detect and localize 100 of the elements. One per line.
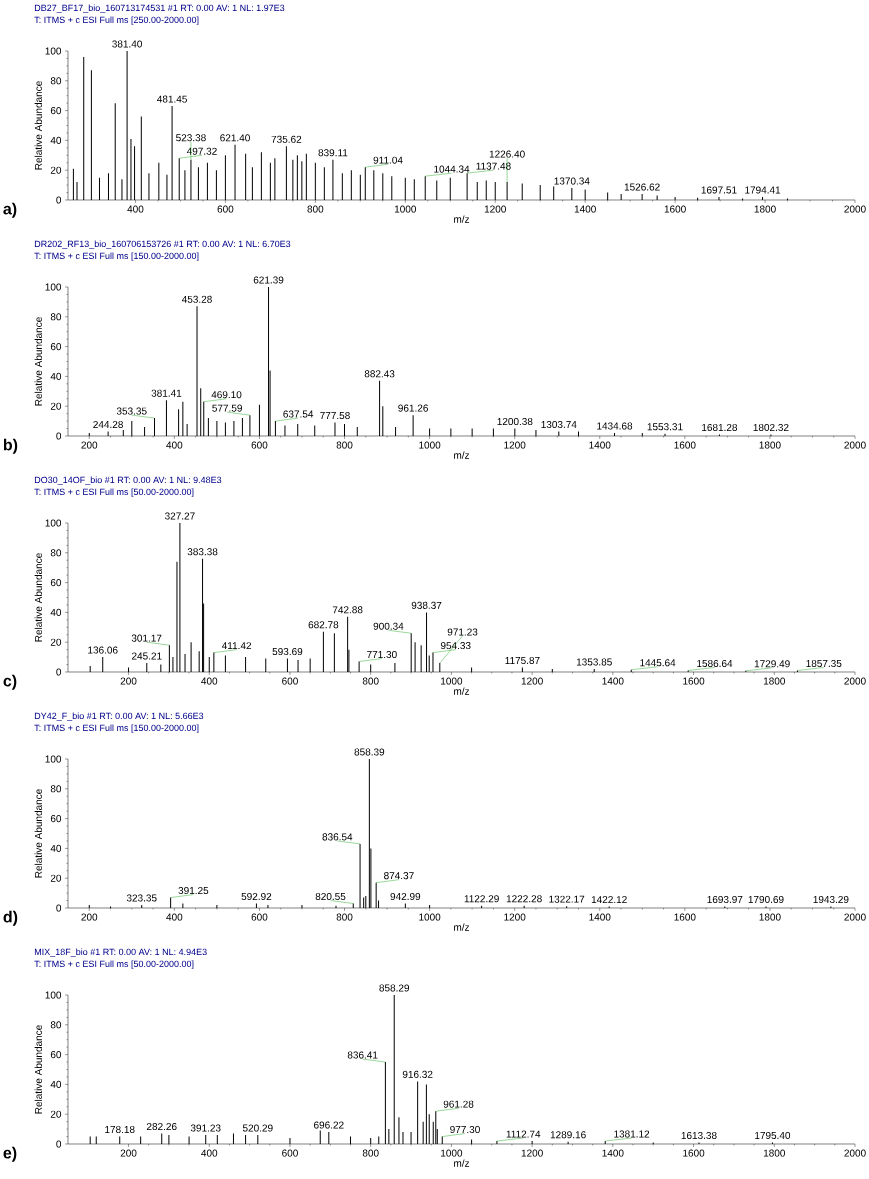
x-tick-label: 400: [166, 913, 183, 921]
y-axis-title: Relative Abundance: [34, 317, 42, 406]
x-tick-label: 1000: [440, 1149, 462, 1157]
annotation: 1226.40: [489, 150, 525, 158]
annotation: 977.30: [449, 1125, 480, 1134]
y-tick-label: 60: [50, 579, 61, 587]
annotation: 1943.29: [813, 895, 849, 903]
chart-subtitle: T: ITMS + c ESI Full ms [50.00-2000.00]: [34, 488, 194, 497]
x-tick-label: 400: [166, 441, 183, 449]
annotation: 882.43: [364, 370, 395, 378]
x-axis-title: m/z: [453, 1159, 469, 1167]
annotation: 391.23: [190, 1124, 221, 1132]
y-tick-label: 80: [50, 785, 61, 793]
annotation: 938.37: [411, 601, 442, 609]
x-tick-label: 400: [200, 677, 217, 685]
annotation: 391.25: [178, 886, 209, 895]
annotation: 245.21: [131, 652, 162, 660]
y-tick-label: 40: [50, 844, 61, 852]
chart-title: DO30_14OF_bio #1 RT: 0.00 AV: 1 NL: 9.48E3: [34, 476, 222, 485]
annotation: 1857.35: [806, 659, 842, 667]
annotation: 621.39: [253, 276, 284, 284]
y-axis-title: Relative Abundance: [34, 81, 42, 170]
annotation: 381.41: [151, 389, 182, 397]
annotation: 453.28: [181, 295, 212, 303]
x-tick-label: 600: [281, 677, 298, 685]
y-tick-label: 100: [45, 755, 61, 763]
y-tick-label: 80: [50, 549, 61, 557]
annotation: 1303.74: [541, 420, 577, 429]
annotation: 327.27: [164, 512, 195, 520]
chart-subtitle: T: ITMS + c ESI Full ms [150.00-2000.00]: [34, 724, 199, 733]
x-tick-label: 1000: [419, 441, 441, 449]
y-axis-title: Relative Abundance: [34, 553, 42, 642]
x-tick-label: 800: [307, 205, 324, 213]
y-tick-label: 20: [50, 166, 61, 174]
x-tick-label: 800: [362, 677, 379, 685]
x-tick-label: 1200: [521, 677, 543, 685]
x-tick-label: 1200: [504, 441, 526, 449]
annotation: 1445.64: [640, 659, 676, 667]
annotation: 1353.85: [576, 658, 612, 666]
x-tick-label: 1800: [759, 913, 781, 921]
x-tick-label: 1400: [602, 1149, 624, 1157]
x-tick-label: 800: [336, 913, 353, 921]
x-tick-label: 1800: [763, 677, 785, 685]
x-tick-label: 1400: [602, 677, 624, 685]
annotation: 1790.69: [748, 895, 784, 903]
y-tick-label: 60: [50, 1051, 61, 1059]
chart-title: DR202_RF13_bio_160706153726 #1 RT: 0.00 AV: 1 NL: 6.70E3: [34, 240, 291, 249]
annotation: 136.06: [87, 646, 118, 654]
annotation: 411.42: [221, 642, 251, 650]
annotation: 961.26: [398, 404, 428, 412]
x-tick-label: 1400: [589, 441, 611, 449]
x-tick-label: 400: [127, 205, 144, 213]
annotation: 1794.41: [745, 186, 780, 194]
annotation: 1795.40: [754, 1131, 790, 1140]
x-tick-label: 2000: [844, 913, 866, 921]
annotation: 839.11: [318, 149, 348, 157]
y-axis-title: Relative Abundance: [34, 1025, 42, 1114]
y-tick-label: 100: [45, 47, 61, 55]
y-tick-label: 100: [45, 519, 61, 527]
annotation: 954.33: [440, 642, 471, 650]
x-tick-label: 1000: [419, 913, 441, 921]
x-tick-label: 600: [217, 205, 234, 213]
annotation: 1381.12: [614, 1130, 649, 1138]
y-tick-label: 40: [50, 136, 61, 144]
annotation: 1802.32: [753, 423, 789, 431]
chart-subtitle: T: ITMS + c ESI Full ms [250.00-2000.00]: [34, 16, 199, 25]
x-tick-label: 1400: [589, 913, 611, 921]
y-tick-label: 20: [50, 638, 61, 646]
x-tick-label: 600: [251, 441, 268, 449]
x-tick-label: 2000: [844, 205, 866, 213]
x-tick-label: 1800: [763, 1149, 785, 1157]
text: c): [3, 674, 17, 690]
annotation: 961.28: [443, 1100, 474, 1108]
annotation: 1175.87: [505, 656, 540, 665]
annotation: 178.18: [104, 1125, 135, 1134]
annotation: 900.34: [373, 622, 404, 630]
annotation: 1222.28: [506, 895, 542, 903]
annotation: 742.88: [332, 606, 363, 614]
chart-subtitle: T: ITMS + c ESI Full ms [50.00-2000.00]: [34, 960, 194, 969]
annotation: 682.78: [308, 621, 339, 629]
annotation: 497.32: [186, 147, 217, 155]
annotation: 1729.49: [754, 660, 790, 668]
x-tick-label: 1600: [682, 677, 705, 685]
x-tick-label: 1600: [664, 205, 686, 213]
x-tick-label: 1200: [521, 1149, 543, 1157]
x-tick-label: 2000: [844, 1149, 866, 1157]
annotation: 593.69: [272, 648, 303, 656]
annotation: 353.35: [116, 407, 147, 415]
annotation: 771.30: [366, 650, 397, 659]
chart-subtitle: T: ITMS + c ESI Full ms [150.00-2000.00]: [34, 252, 199, 261]
annotation: 282.26: [146, 1122, 177, 1131]
y-tick-label: 0: [56, 196, 61, 204]
annotation: 971.23: [447, 628, 478, 636]
y-tick-label: 0: [56, 904, 61, 912]
x-tick-label: 2000: [844, 677, 866, 685]
x-tick-label: 600: [281, 1149, 298, 1157]
x-axis-title: m/z: [453, 923, 469, 931]
annotation: 1322.17: [549, 895, 584, 903]
annotation: 621.40: [220, 134, 250, 142]
chart-title: DB27_BF17_bio_160713174531 #1 RT: 0.00 AV: 1 NL: 1.97E3: [34, 4, 285, 13]
